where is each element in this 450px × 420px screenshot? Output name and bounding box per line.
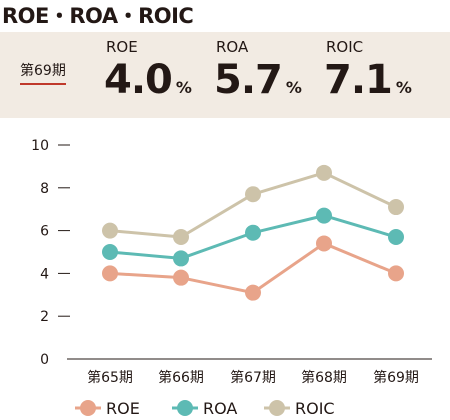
roic-point [102, 222, 118, 239]
roe-kpi-label: ROE [106, 38, 138, 56]
roa-point [316, 207, 332, 224]
x-tick-label: 第68期 [301, 369, 347, 386]
roa-point [173, 250, 189, 267]
roic-point [173, 229, 189, 246]
roe-point [173, 269, 189, 286]
roe-point [388, 265, 404, 282]
roa-kpi: ROA 5.7% [214, 38, 302, 104]
y-tick-label: 0 [40, 352, 49, 368]
y-tick-label: 6 [40, 224, 49, 240]
chart-title: ROE・ROA・ROIC [2, 4, 194, 28]
roe-point [102, 265, 118, 282]
y-tick-label: 10 [31, 138, 49, 154]
y-tick-label: 8 [40, 181, 49, 197]
roa-legend-marker [177, 400, 193, 416]
roic-point [388, 199, 404, 216]
roa-kpi-label: ROA [216, 38, 249, 56]
roic-point [316, 164, 332, 181]
roe-legend-marker [80, 400, 96, 416]
kpi-panel: 第69期 ROE 4.0% ROA 5.7% ROIC 7.1% [0, 32, 450, 118]
roe-point [316, 235, 332, 252]
roa-point [388, 229, 404, 246]
roa-point [102, 244, 118, 260]
roic-kpi-value: 7.1 [324, 57, 393, 103]
roe-kpi-unit: % [175, 78, 192, 97]
roe-kpi: ROE 4.0% [104, 38, 192, 104]
y-tick-label: 4 [40, 266, 49, 282]
roa-point [245, 224, 261, 241]
y-tick-label: 2 [40, 309, 49, 325]
x-tick-label: 第66期 [158, 369, 204, 386]
roe-legend-label: ROE [106, 399, 140, 418]
roic-kpi-unit: % [395, 78, 412, 97]
x-tick-label: 第65期 [87, 369, 133, 386]
roe-point [245, 284, 261, 301]
x-tick-label: 第69期 [373, 369, 419, 386]
roa-kpi-unit: % [285, 78, 302, 97]
roe-kpi-value: 4.0 [104, 57, 173, 103]
roic-kpi-label: ROIC [326, 38, 364, 56]
roic-point [245, 186, 261, 203]
roic-legend-marker [269, 400, 285, 416]
roa-legend-label: ROA [203, 399, 237, 418]
roa-kpi-value: 5.7 [214, 57, 283, 103]
x-tick-label: 第67期 [230, 369, 276, 386]
roic-legend-label: ROIC [295, 399, 335, 418]
period-label: 第69期 [20, 60, 66, 85]
roic-kpi: ROIC 7.1% [324, 38, 412, 104]
